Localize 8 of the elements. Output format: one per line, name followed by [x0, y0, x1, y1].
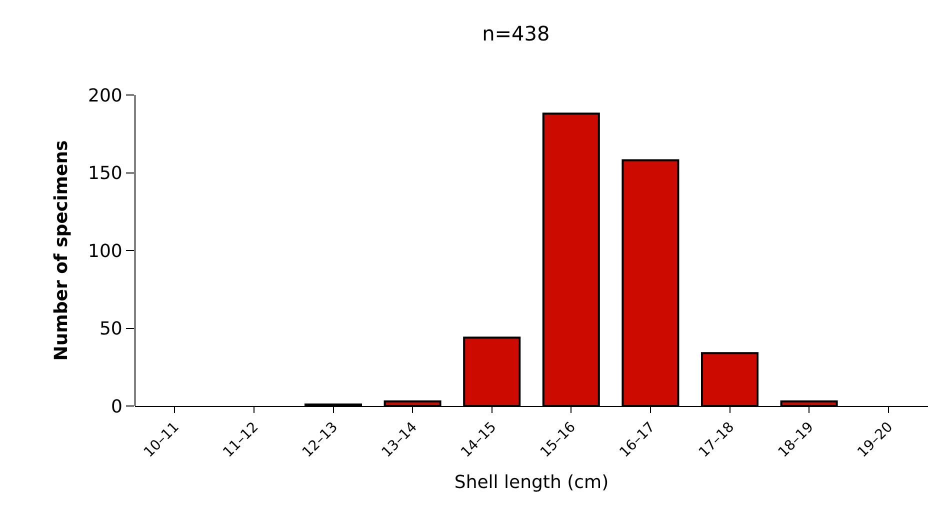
- y-axis-title: Number of specimens: [51, 140, 72, 361]
- x-axis-title: Shell length (cm): [454, 472, 609, 493]
- y-tick-label: 150: [88, 163, 122, 184]
- y-tick-label: 0: [110, 396, 122, 418]
- y-tick-label: 100: [88, 240, 122, 262]
- y-tick-label: 50: [99, 318, 122, 340]
- chart-title: n=438: [482, 22, 550, 46]
- y-tick-label: 200: [88, 85, 122, 106]
